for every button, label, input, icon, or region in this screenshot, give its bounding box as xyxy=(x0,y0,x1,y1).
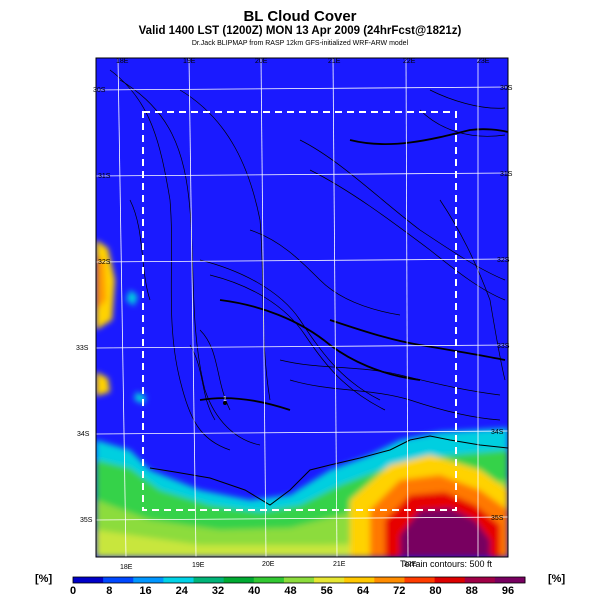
unit-label-right: [%] xyxy=(548,573,566,585)
colorbar-tick-label: 80 xyxy=(429,585,441,597)
lat-label-right: 35S xyxy=(491,515,504,522)
colorbar-tick-label: 8 xyxy=(106,585,112,597)
colorbar-tick-label: 32 xyxy=(212,585,224,597)
colorbar-tick-label: 16 xyxy=(139,585,151,597)
map-frame xyxy=(95,57,509,558)
valid-time-subtitle: Valid 1400 LST (1200Z) MON 13 Apr 2009 (… xyxy=(138,25,462,37)
lat-label-right: 32S xyxy=(497,257,510,264)
location-marker xyxy=(223,401,227,405)
model-credit: Dr.Jack BLIPMAP from RASP 12km GFS-initi… xyxy=(191,40,409,47)
lat-label-left: 34S xyxy=(77,431,90,438)
lat-label-left: 30S xyxy=(93,87,106,94)
terrain-contour-note: Terrain contours: 500 ft xyxy=(400,559,493,569)
colorbar-cell xyxy=(103,577,134,583)
colorbar xyxy=(73,577,526,583)
lat-label-left: 31S xyxy=(98,173,111,180)
colorbar-cell xyxy=(223,577,255,583)
lon-label-top: 21E xyxy=(328,58,341,65)
map-field xyxy=(96,58,508,557)
unit-label-left: [%] xyxy=(35,573,53,585)
inner-domain-box xyxy=(142,111,457,511)
colorbar-cell xyxy=(434,577,466,583)
lon-label-top: 20E xyxy=(255,58,268,65)
lon-label-bottom: 20E xyxy=(262,561,275,568)
colorbar-cell xyxy=(374,577,405,583)
colorbar-tick-label: 0 xyxy=(70,585,76,597)
colorbar-cell xyxy=(253,577,285,583)
lat-label-left: 33S xyxy=(76,345,89,352)
map-title: BL Cloud Cover xyxy=(243,8,357,25)
coastline xyxy=(149,435,508,506)
colorbar-ticks: 0 8 16 24 32 40 48 56 64 72 80 88 96 xyxy=(70,585,514,597)
terrain-contours xyxy=(109,69,506,451)
colorbar-frame xyxy=(72,576,526,584)
colorbar-cell xyxy=(73,577,104,583)
colorbar-cell xyxy=(404,577,436,583)
colorbar-cell xyxy=(133,577,164,583)
colorbar-tick-label: 24 xyxy=(176,585,189,597)
lon-label-top: 18E xyxy=(116,58,129,65)
colorbar-tick-label: 96 xyxy=(502,585,514,597)
colorbar-cell xyxy=(464,577,496,583)
terrain-contours-bold xyxy=(199,128,508,411)
lon-label-bottom: 22E xyxy=(404,561,417,568)
colorbar-cell xyxy=(283,577,315,583)
lat-label-right: 33S xyxy=(497,343,510,350)
marker-label: 1 xyxy=(223,396,227,403)
colorbar-tick-label: 40 xyxy=(248,585,260,597)
colorbar-cell xyxy=(314,577,345,583)
colorbar-tick-label: 48 xyxy=(284,585,296,597)
lat-label-left: 35S xyxy=(80,517,93,524)
lon-label-top: 23E xyxy=(477,58,490,65)
lat-label-right: 34S xyxy=(491,429,504,436)
lat-lon-grid xyxy=(96,58,508,557)
colorbar-tick-label: 64 xyxy=(357,585,370,597)
lat-label-left: 32S xyxy=(98,259,111,266)
colorbar-tick-label: 72 xyxy=(393,585,405,597)
colorbar-tick-label: 88 xyxy=(466,585,478,597)
lon-label-top: 22E xyxy=(403,58,416,65)
colorbar-cell xyxy=(494,577,526,583)
colorbar-cell xyxy=(193,577,225,583)
lon-label-bottom: 21E xyxy=(333,561,346,568)
colorbar-tick-label: 56 xyxy=(321,585,333,597)
lon-label-bottom: 18E xyxy=(120,564,133,571)
lat-label-right: 31S xyxy=(500,171,513,178)
colorbar-cell xyxy=(344,577,375,583)
colorbar-cell xyxy=(163,577,195,583)
lat-label-right: 30S xyxy=(500,85,513,92)
lon-label-bottom: 19E xyxy=(192,562,205,569)
lon-label-top: 19E xyxy=(183,58,196,65)
